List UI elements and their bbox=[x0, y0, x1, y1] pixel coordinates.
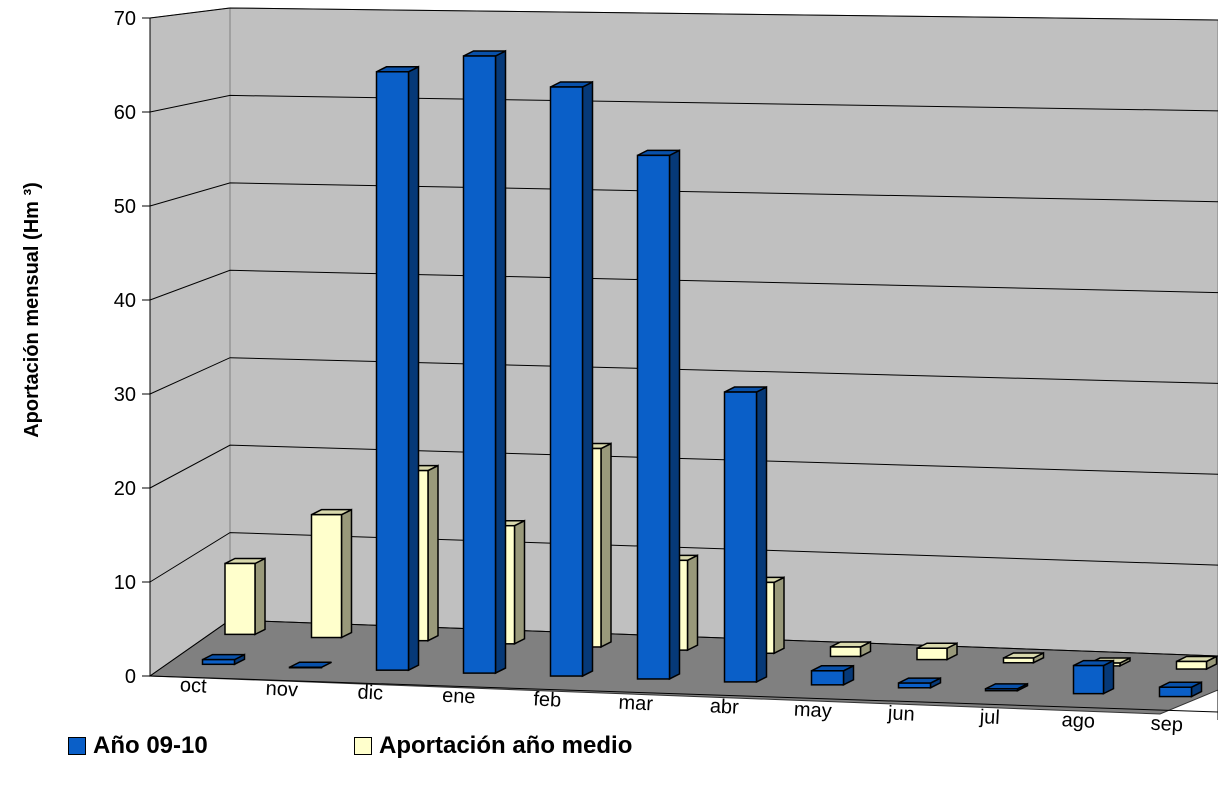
bar-Aportación-año-medio-nov-side bbox=[340, 508, 353, 639]
bar-Aportación-año-medio-sep-front bbox=[1175, 660, 1208, 670]
gridline bbox=[149, 94, 1218, 113]
bar-Año-09-10-ene-front bbox=[462, 55, 497, 674]
y-tick-label: 30 bbox=[114, 384, 136, 406]
axes bbox=[142, 17, 1218, 720]
bar-Aportación-año-medio-may bbox=[829, 640, 872, 658]
legend-item-1: Año 09-10 bbox=[68, 732, 208, 760]
gridlines bbox=[149, 7, 1218, 677]
x-tick-label-jul: jul bbox=[978, 706, 1000, 729]
x-tick-label-abr: abr bbox=[709, 695, 739, 719]
bar-Aportación-año-medio-ene-side bbox=[513, 519, 526, 646]
bar-Aportación-año-medio-may-front bbox=[829, 646, 862, 658]
bar-Año-09-10-jul-front bbox=[984, 688, 1019, 692]
bar-Año-09-10-feb-side bbox=[581, 80, 594, 678]
x-tick-label-ago: ago bbox=[1061, 709, 1095, 733]
x-tick-label-jun: jun bbox=[886, 702, 915, 725]
bar-Año-09-10-ene-side bbox=[494, 49, 507, 675]
bar-Año-09-10-abr-side bbox=[755, 385, 768, 684]
bar-Aportación-año-medio-jun-front bbox=[916, 647, 948, 661]
bar-Aportación-año-medio-mar-side bbox=[686, 554, 699, 652]
bar-Año-09-10-dic bbox=[375, 65, 420, 672]
y-tick-label: 70 bbox=[114, 8, 136, 30]
legend-swatch-1 bbox=[68, 737, 86, 755]
bar-Aportación-año-medio-jul bbox=[1002, 651, 1045, 664]
y-tick-label: 20 bbox=[114, 478, 136, 500]
x-tick-label-dic: dic bbox=[357, 681, 384, 704]
bar-Aportación-año-medio-feb-side bbox=[600, 442, 612, 649]
y-tick-label: 0 bbox=[125, 666, 136, 688]
gridline bbox=[149, 357, 1218, 395]
gridline bbox=[149, 444, 1218, 489]
bar-Año-09-10-oct bbox=[201, 653, 246, 666]
y-tick-label: 40 bbox=[114, 290, 136, 312]
x-tick-label-oct: oct bbox=[179, 674, 207, 697]
bar-Año-09-10-mar bbox=[636, 149, 681, 681]
x-tick-label-mar: mar bbox=[618, 692, 654, 716]
bar-Aportación-año-medio-jun bbox=[916, 642, 958, 661]
side-wall bbox=[149, 7, 231, 677]
bar-Aportación-año-medio-oct-side bbox=[254, 557, 266, 636]
bar-Año-09-10-mar-side bbox=[668, 149, 681, 681]
legend-item-2: Aportación año medio bbox=[354, 732, 632, 760]
bar-Año-09-10-nov bbox=[288, 661, 332, 669]
y-tick-label: 50 bbox=[114, 196, 136, 218]
legend-swatch-2 bbox=[354, 737, 372, 755]
x-tick-label-feb: feb bbox=[533, 688, 562, 711]
bar-Año-09-10-may-front bbox=[810, 670, 845, 686]
bars bbox=[201, 49, 1218, 698]
bar-Año-09-10-nov-front bbox=[288, 666, 323, 669]
legend-label-1: Año 09-10 bbox=[93, 732, 208, 759]
bar-Año-09-10-mar-front bbox=[636, 154, 671, 680]
gridline bbox=[149, 182, 1218, 207]
x-tick-label-ene: ene bbox=[442, 685, 476, 709]
bar-Año-09-10-dic-side bbox=[407, 65, 420, 672]
bar-Año-09-10-jun bbox=[897, 676, 942, 689]
y-tick-label: 60 bbox=[114, 102, 136, 124]
x-tick-label-nov: nov bbox=[265, 678, 298, 702]
bar-Año-09-10-abr bbox=[723, 385, 768, 684]
x-axis-line bbox=[149, 675, 1218, 713]
y-axis-label: Aportación mensual (Hm ³) bbox=[21, 182, 43, 438]
bar-Aportación-año-medio-nov-front bbox=[310, 513, 343, 639]
bar-Año-09-10-feb-front bbox=[549, 86, 584, 677]
x-tick-label-may: may bbox=[793, 699, 832, 723]
bar-Aportación-año-medio-sep bbox=[1175, 655, 1218, 671]
y-tick-labels: 0 10 20 30 40 50 60 70 bbox=[114, 8, 136, 688]
bar-Año-09-10-ago-front bbox=[1072, 664, 1105, 695]
bar-Año-09-10-dic-front bbox=[375, 71, 410, 671]
bar-Año-09-10-abr-front bbox=[723, 391, 758, 683]
gridline bbox=[149, 7, 1218, 21]
bar-Año-09-10-ene bbox=[462, 49, 507, 675]
x-category-labels: oct nov dic ene feb mar abr may jun jul ago sep bbox=[179, 674, 1183, 736]
bar-Aportación-año-medio-abr-side bbox=[773, 576, 785, 655]
bar-Año-09-10-oct-front bbox=[201, 658, 236, 666]
bar-Año-09-10-sep-front bbox=[1158, 686, 1193, 698]
bar-Aportación-año-medio-oct bbox=[224, 557, 266, 636]
bar-Año-09-10-may bbox=[810, 664, 855, 687]
y-tick-label: 10 bbox=[114, 572, 136, 594]
bar-Aportación-año-medio-jul-front bbox=[1002, 657, 1035, 664]
bar-Aportación-año-medio-nov bbox=[310, 508, 353, 639]
bar-Aportación-año-medio-dic-side bbox=[427, 464, 439, 642]
bar-Año-09-10-feb bbox=[549, 80, 594, 678]
x-tick-label-sep: sep bbox=[1150, 713, 1183, 737]
bar-Año-09-10-sep bbox=[1158, 681, 1203, 698]
bar-Año-09-10-jul bbox=[984, 682, 1029, 692]
gridline bbox=[149, 532, 1218, 583]
legend-label-2: Aportación año medio bbox=[379, 732, 633, 759]
gridline bbox=[149, 269, 1218, 301]
bar-Año-09-10-ago bbox=[1072, 659, 1115, 695]
bar-Aportación-año-medio-oct-front bbox=[224, 562, 256, 636]
bar-Año-09-10-jun-front bbox=[897, 682, 932, 689]
